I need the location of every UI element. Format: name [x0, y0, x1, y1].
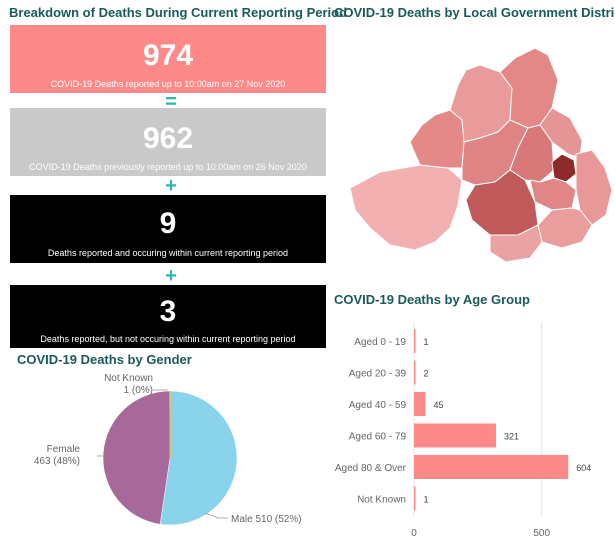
category-label: Aged 80 & Over	[335, 463, 407, 474]
card-within-period-caption: Deaths reported and occuring within curr…	[47, 248, 289, 258]
category-label: Aged 0 - 19	[354, 337, 406, 348]
value-label: 1	[424, 337, 429, 347]
pie-label-female-name: Female	[47, 444, 81, 455]
district-west[interactable]	[349, 164, 463, 251]
card-outside-period-caption: Deaths reported, but not occuring within…	[40, 334, 296, 344]
card-current-total: 974 COVID-19 Deaths reported up to 10:00…	[10, 25, 326, 93]
value-label: 604	[576, 463, 591, 473]
male-leader-line	[204, 512, 228, 519]
gender-chart-title: COVID-19 Deaths by Gender	[17, 352, 192, 367]
pie-label-male: Male 510 (52%)	[231, 514, 302, 525]
pie-label-female-value: 463 (48%)	[34, 456, 80, 467]
value-label: 2	[424, 369, 429, 379]
x-tick-label: 500	[533, 528, 550, 539]
district-lisburn[interactable]	[529, 177, 577, 211]
value-label: 45	[433, 400, 443, 410]
card-previous-total: 962 COVID-19 Deaths previously reported …	[10, 108, 326, 176]
bar[interactable]	[414, 360, 416, 385]
bar[interactable]	[414, 392, 426, 416]
district-south[interactable]	[489, 224, 543, 263]
card-previous-total-value: 962	[142, 122, 194, 155]
bar[interactable]	[414, 486, 416, 511]
category-label: Aged 60 - 79	[349, 432, 407, 443]
card-outside-period: 3 Deaths reported, but not occuring with…	[10, 285, 326, 348]
card-current-total-value: 974	[142, 39, 194, 72]
map-title: COVID-19 Deaths by Local Government Dist…	[334, 5, 615, 20]
age-bar-chart: 0 500 Aged 0 - 19 1 Aged 20 - 39 2 Aged 40 - 5…	[335, 322, 591, 539]
plus-operator-2: +	[165, 265, 177, 287]
pie-slice-female[interactable]	[102, 390, 171, 525]
plus-operator-1: +	[165, 175, 177, 197]
value-label: 321	[504, 432, 519, 442]
value-label: 1	[424, 495, 429, 505]
category-label: Not Known	[357, 495, 406, 506]
card-previous-total-caption: COVID-19 Deaths previously reported up t…	[29, 162, 307, 172]
pie-label-not-known-name: Not Known	[104, 373, 153, 384]
bar[interactable]	[414, 455, 569, 479]
card-within-period-value: 9	[159, 207, 177, 240]
district-northwest[interactable]	[409, 109, 465, 169]
category-label: Aged 20 - 39	[349, 369, 407, 380]
equals-operator: =	[165, 91, 177, 113]
pie-label-not-known-value: 1 (0%)	[124, 385, 153, 396]
summary-title: Breakdown of Deaths During Current Repor…	[9, 5, 348, 20]
category-label: Aged 40 - 59	[349, 400, 407, 411]
pie-slice-male[interactable]	[159, 390, 238, 526]
district-map	[349, 47, 613, 263]
district-ards[interactable]	[575, 149, 613, 226]
card-within-period: 9 Deaths reported and occuring within cu…	[10, 195, 326, 263]
card-outside-period-value: 3	[159, 295, 177, 328]
age-chart-title: COVID-19 Deaths by Age Group	[334, 292, 530, 307]
x-tick-label: 0	[411, 528, 417, 539]
bar[interactable]	[414, 329, 416, 353]
district-belfast[interactable]	[551, 153, 577, 183]
bar[interactable]	[414, 423, 496, 448]
card-current-total-caption: COVID-19 Deaths reported up to 10:00am o…	[50, 79, 286, 89]
